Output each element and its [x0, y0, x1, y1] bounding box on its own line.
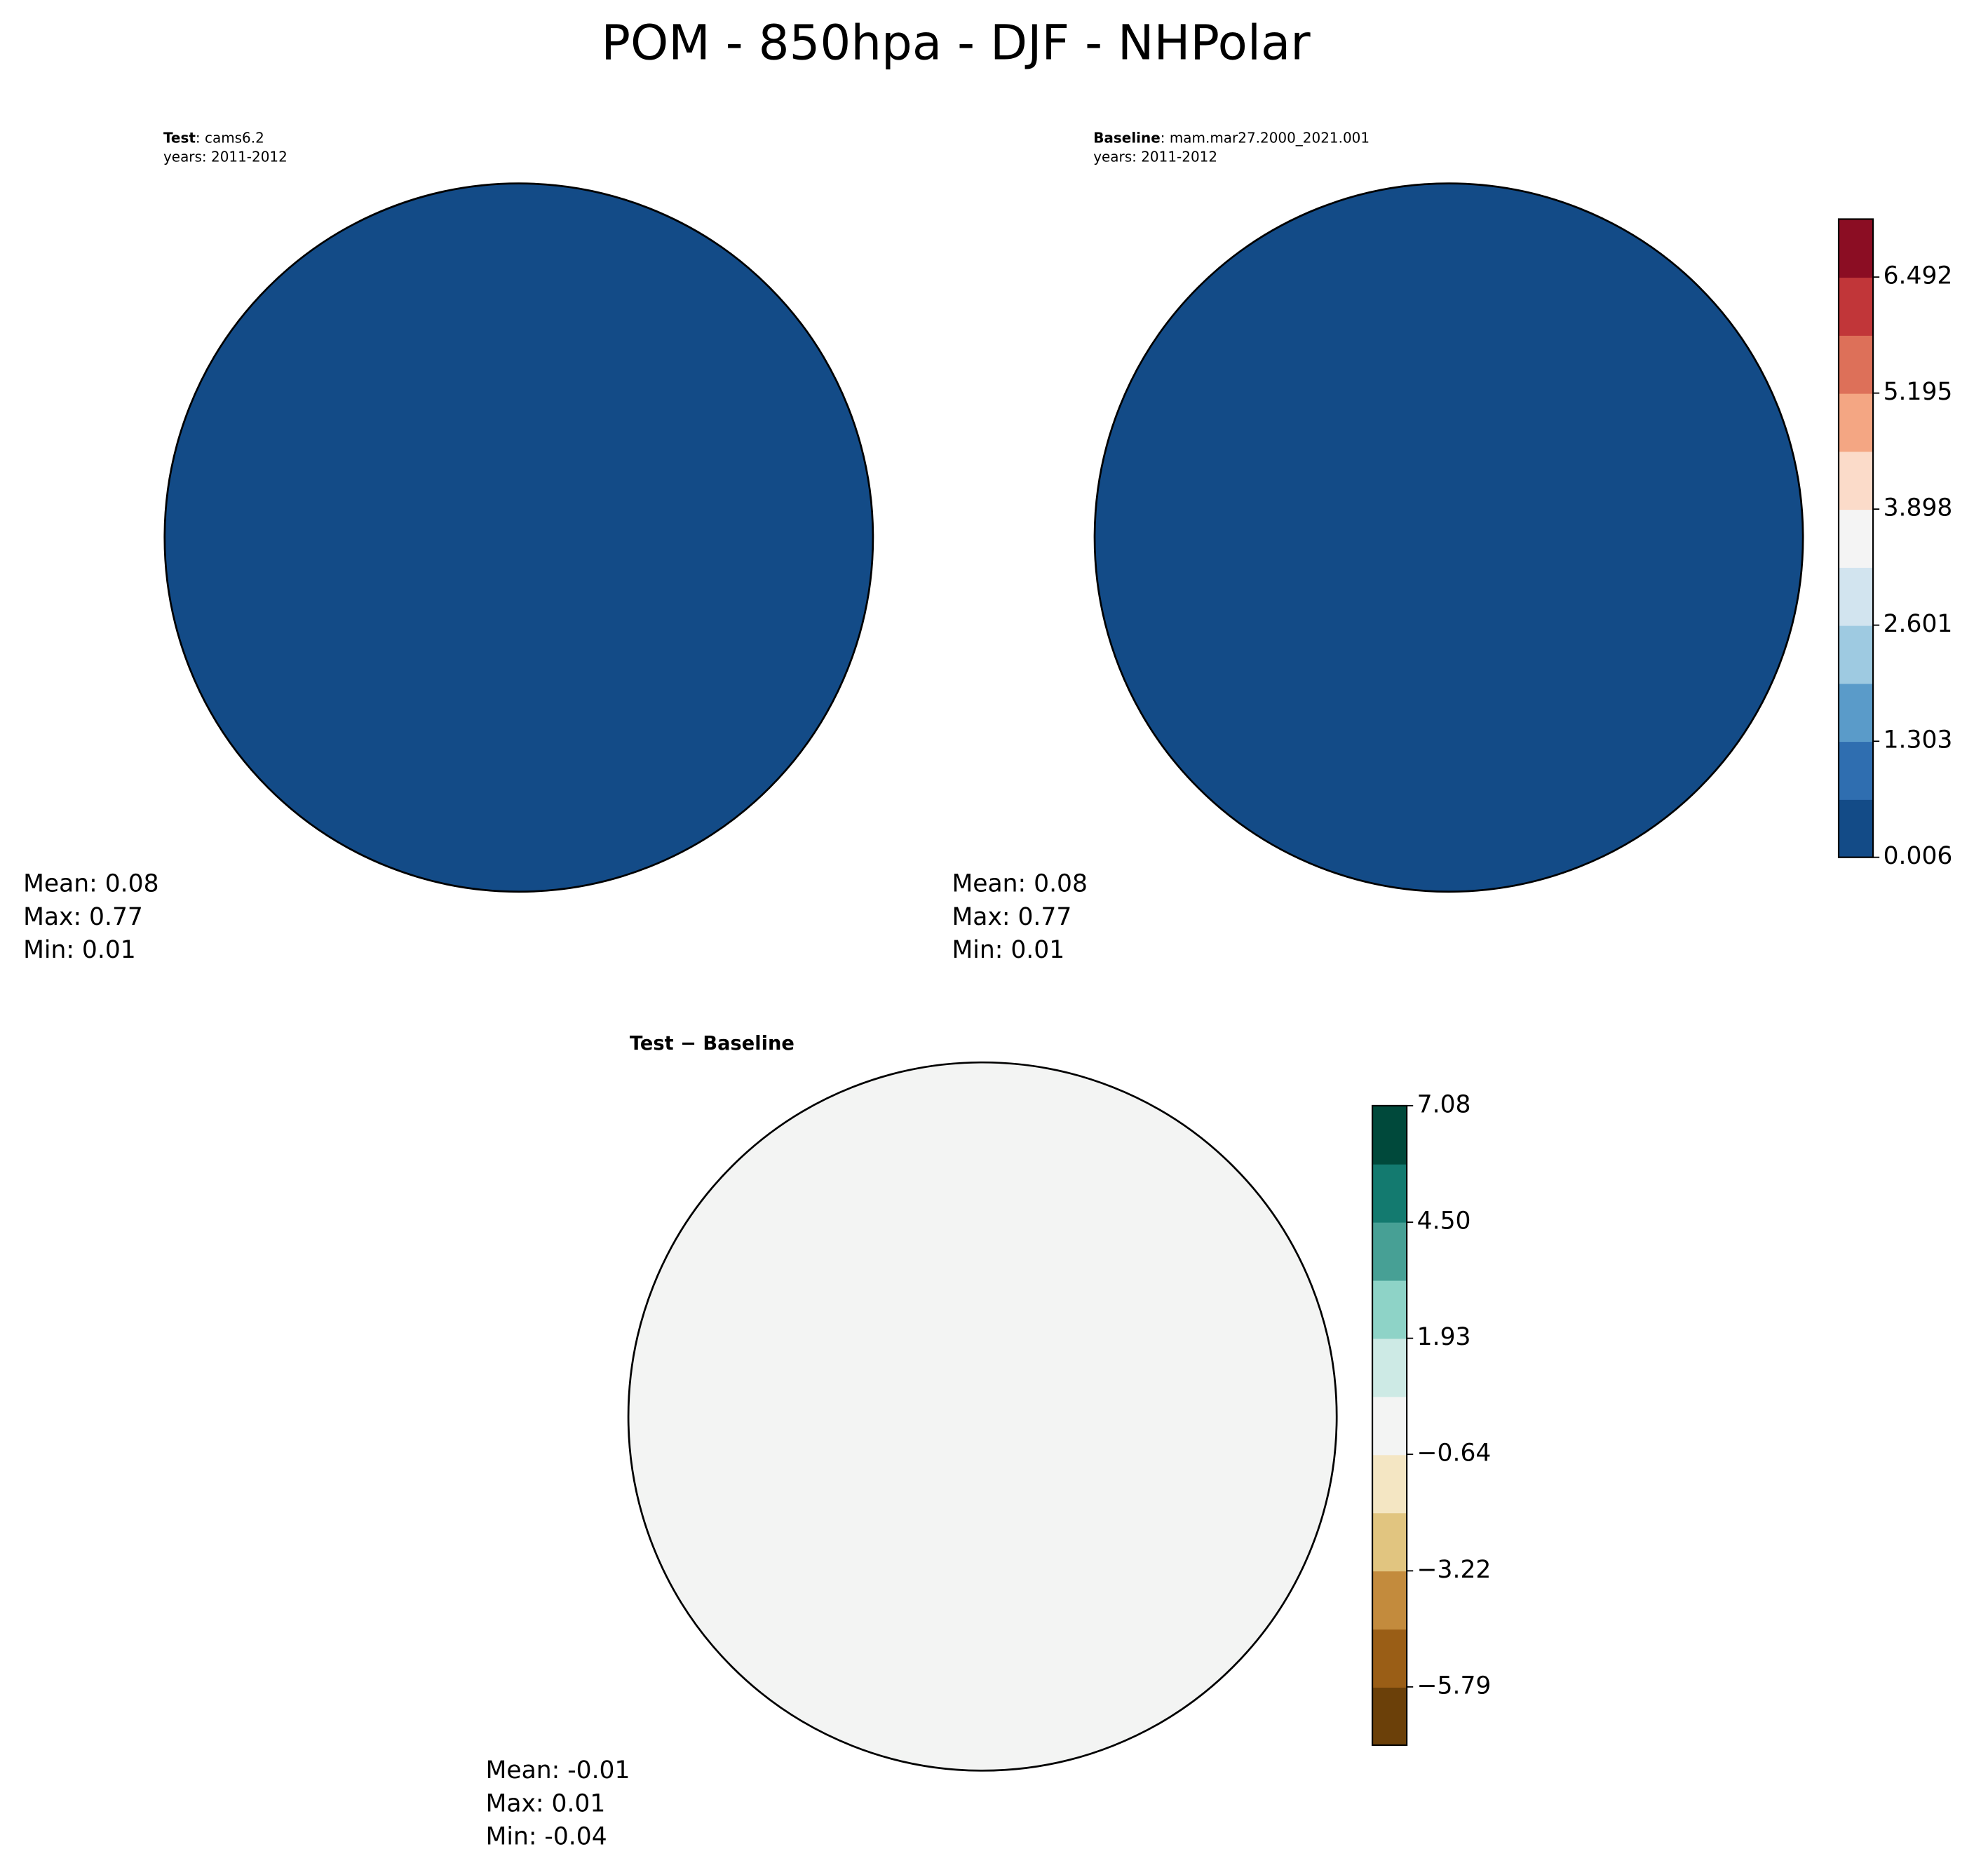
colorbar-band — [1839, 799, 1874, 858]
colorbar-band — [1372, 1338, 1407, 1397]
colorbar-band — [1839, 567, 1874, 626]
stat-line: Min: 0.01 — [952, 936, 1065, 964]
map-field — [628, 1062, 1337, 1771]
colorbar-band — [1839, 509, 1874, 568]
stat-line: Max: 0.77 — [952, 903, 1072, 931]
colorbar-band — [1839, 683, 1874, 743]
panel-label-text: : cams6.2 — [196, 129, 264, 146]
colorbar-band — [1372, 1454, 1407, 1514]
colorbar-tick-label: −0.64 — [1417, 1439, 1492, 1468]
panel-label-bold: Test — [163, 129, 196, 146]
colorbar-band — [1839, 334, 1874, 394]
map-panel: Baseline: mam.mar27.2000_2021.001 years: … — [952, 129, 1953, 964]
colorbar-band — [1372, 1163, 1407, 1223]
colorbar-tick-label: 0.006 — [1884, 842, 1953, 870]
panel-label: Test − Baseline — [630, 1033, 794, 1055]
map-border — [1093, 182, 1804, 893]
figure-title: POM - 850hpa - DJF - NHPolar — [601, 15, 1311, 71]
panel-label: Test: cams6.2 — [163, 129, 264, 146]
map-field — [164, 183, 873, 892]
map-panel: Test − Baseline Mean: -0.01 Max: 0.01 Min: … — [486, 1033, 1492, 1851]
panel-label-bold: Baseline — [1093, 129, 1161, 146]
colorbar-band — [1372, 1396, 1407, 1456]
colorbar-tick-label: −3.22 — [1417, 1556, 1492, 1584]
colorbar-tick-label: 7.08 — [1417, 1090, 1471, 1118]
stat-line: Mean: 0.08 — [952, 870, 1088, 898]
colorbar-frame — [1837, 218, 1874, 858]
panel-subtitle: years: 2011-2012 — [1093, 149, 1217, 165]
stat-line: Mean: -0.01 — [486, 1756, 630, 1784]
colorbar-tick-label: 1.303 — [1884, 726, 1953, 754]
colorbar-tick-label: 2.601 — [1884, 610, 1953, 638]
colorbar-band — [1372, 1280, 1407, 1339]
colorbar-tick-label: 1.93 — [1417, 1323, 1471, 1351]
colorbar-tick-label: 4.50 — [1417, 1207, 1471, 1235]
colorbar-band — [1372, 1221, 1407, 1281]
panel-subtitle: years: 2011-2012 — [163, 149, 288, 165]
panel-label-bold: Test − Baseline — [630, 1033, 794, 1055]
map-border — [163, 182, 874, 893]
panel-label-text: : mam.mar27.2000_2021.001 — [1161, 129, 1370, 146]
stat-line: Min: 0.01 — [23, 936, 136, 964]
colorbar-band — [1839, 625, 1874, 684]
stat-line: Max: 0.77 — [23, 903, 143, 931]
colorbar-tick-label: 3.898 — [1884, 494, 1953, 522]
colorbar-tick-label: −5.79 — [1417, 1672, 1492, 1700]
map-border — [627, 1061, 1338, 1772]
colorbar-band — [1839, 277, 1874, 336]
colorbar-band — [1372, 1687, 1407, 1746]
colorbar-band — [1839, 451, 1874, 510]
colorbar-band — [1839, 741, 1874, 800]
colorbar-band — [1372, 1629, 1407, 1688]
colorbar-band — [1839, 219, 1874, 278]
colorbar-band — [1839, 393, 1874, 452]
colorbar-band — [1372, 1571, 1407, 1630]
colorbar-frame — [1371, 1104, 1408, 1747]
map-field — [1095, 183, 1804, 892]
map-panel: Test: cams6.2 years: 2011-2012 Mean: 0.08 M… — [23, 129, 874, 964]
colorbar-tick-label: 6.492 — [1884, 262, 1953, 290]
stat-line: Min: -0.04 — [486, 1823, 607, 1851]
colorbar-band — [1372, 1105, 1407, 1165]
colorbar-tick-label: 5.195 — [1884, 378, 1953, 406]
colorbar-band — [1372, 1512, 1407, 1572]
panel-label: Baseline: mam.mar27.2000_2021.001 — [1093, 129, 1370, 146]
stat-line: Mean: 0.08 — [23, 870, 158, 898]
stat-line: Max: 0.01 — [486, 1789, 606, 1817]
